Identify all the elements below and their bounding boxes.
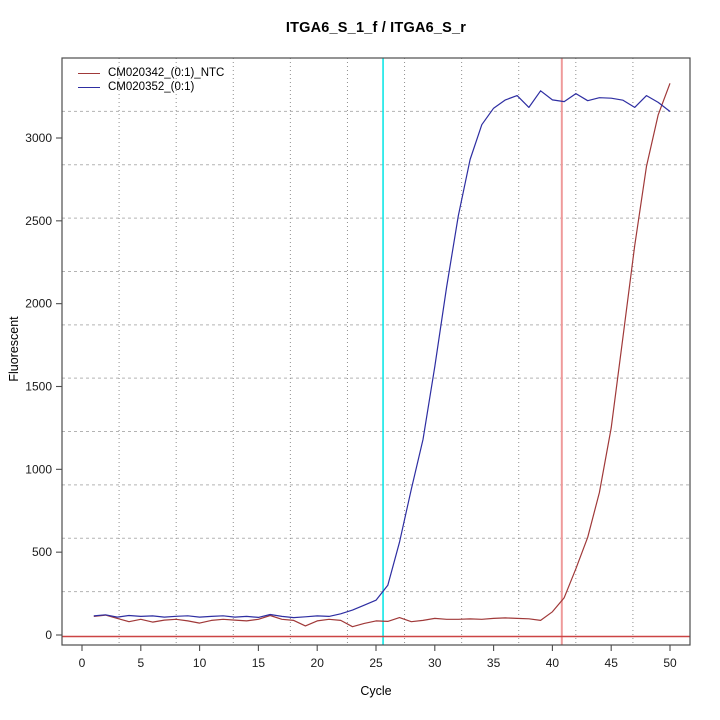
x-tick-label: 35 — [487, 656, 501, 670]
x-tick-label: 10 — [193, 656, 207, 670]
x-tick-label: 0 — [79, 656, 86, 670]
x-tick-label: 40 — [546, 656, 560, 670]
y-tick-label: 3000 — [25, 131, 52, 145]
x-tick-label: 30 — [428, 656, 442, 670]
x-tick-label: 15 — [252, 656, 266, 670]
y-tick-label: 1000 — [25, 462, 52, 476]
plot-title: ITGA6_S_1_f / ITGA6_S_r — [285, 20, 467, 36]
legend-item: CM020342_(0:1)_NTC — [78, 66, 224, 80]
legend-label: CM020342_(0:1)_NTC — [108, 67, 225, 79]
y-tick-label: 500 — [32, 545, 52, 559]
y-tick-label: 2000 — [25, 297, 52, 311]
x-tick-label: 20 — [311, 656, 325, 670]
series-line-0 — [93, 83, 671, 628]
y-tick-label: 2500 — [25, 214, 52, 228]
y-tick-label: 0 — [45, 628, 52, 642]
plot-frame — [61, 57, 691, 646]
legend: CM020342_(0:1)_NTC CM020352_(0:1) — [78, 66, 224, 94]
series-line-1 — [93, 90, 671, 619]
x-tick-label: 5 — [137, 656, 144, 670]
legend-item: CM020352_(0:1) — [78, 80, 224, 94]
legend-label: CM020352_(0:1) — [108, 81, 195, 93]
x-tick-label: 50 — [663, 656, 677, 670]
x-tick-label: 45 — [605, 656, 619, 670]
y-tick-label: 1500 — [25, 380, 52, 394]
legend-line-swatch-red — [78, 72, 100, 74]
x-tick-label: 25 — [369, 656, 383, 670]
x-axis-label: Cycle — [360, 684, 392, 698]
legend-line-swatch-blue — [78, 86, 100, 88]
